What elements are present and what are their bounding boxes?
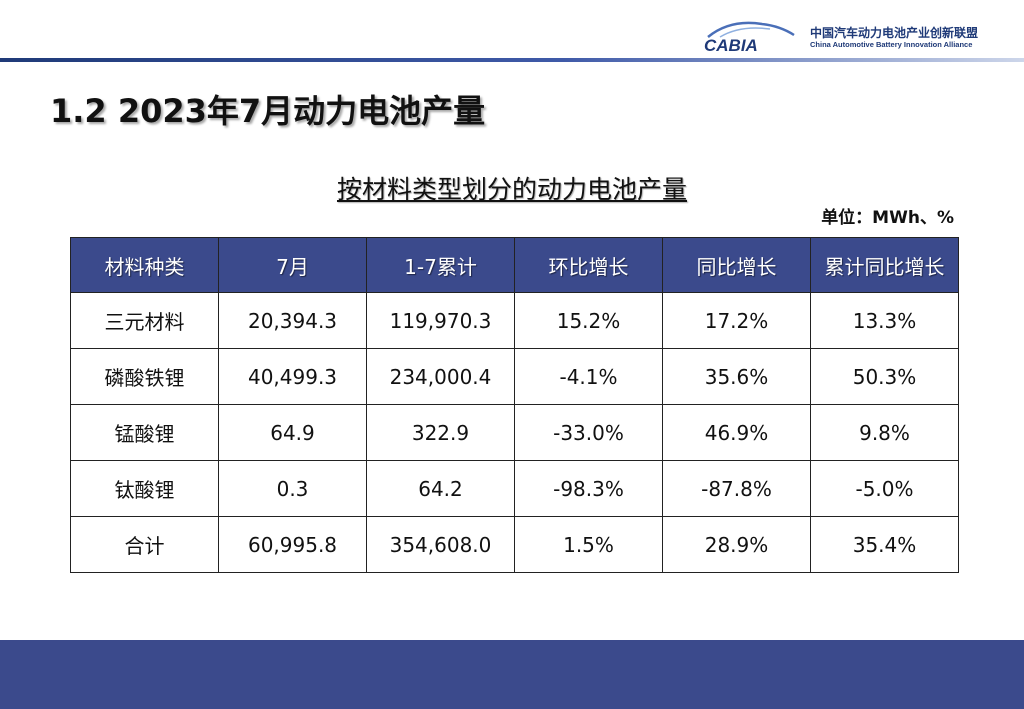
header-ytd: 1-7累计 [366,237,515,293]
cabia-logo: CABIA 中国汽车动力电池产业创新联盟 China Automotive Ba… [700,15,1020,55]
cell-mom: -33.0% [514,404,663,461]
cell-material: 磷酸铁锂 [70,348,219,405]
cell-mom: 1.5% [514,516,663,573]
header-july: 7月 [218,237,367,293]
cell-july: 40,499.3 [218,348,367,405]
cell-july: 0.3 [218,460,367,517]
logo-brand-text: CABIA [704,36,758,55]
table-row: 三元材料 20,394.3 119,970.3 15.2% 17.2% 13.3… [70,292,959,349]
cell-ytd-yoy: -5.0% [810,460,959,517]
logo-name-cn: 中国汽车动力电池产业创新联盟 [810,26,979,40]
table-row: 锰酸锂 64.9 322.9 -33.0% 46.9% 9.8% [70,404,959,461]
table-title: 按材料类型划分的动力电池产量 [0,170,1024,206]
cell-mom: 15.2% [514,292,663,349]
cell-july: 60,995.8 [218,516,367,573]
table-row: 磷酸铁锂 40,499.3 234,000.4 -4.1% 35.6% 50.3… [70,348,959,405]
cell-july: 64.9 [218,404,367,461]
cell-material: 合计 [70,516,219,573]
cell-yoy: 28.9% [662,516,811,573]
unit-label: 单位：MWh、% [821,208,954,228]
cell-ytd: 119,970.3 [366,292,515,349]
cabia-logo-icon: CABIA [704,21,795,55]
table-title-text: 按材料类型划分的动力电池产量 [336,175,687,204]
cell-material: 钛酸锂 [70,460,219,517]
cell-yoy: -87.8% [662,460,811,517]
cell-ytd-yoy: 50.3% [810,348,959,405]
page-title: 1.2 2023年7月动力电池产量 [50,92,486,130]
cell-material: 三元材料 [70,292,219,349]
cell-ytd: 354,608.0 [366,516,515,573]
cell-ytd: 322.9 [366,404,515,461]
cell-ytd: 234,000.4 [366,348,515,405]
cell-ytd-yoy: 35.4% [810,516,959,573]
header-ytd-yoy: 累计同比增长 [810,237,959,293]
cell-ytd-yoy: 13.3% [810,292,959,349]
table-row: 钛酸锂 0.3 64.2 -98.3% -87.8% -5.0% [70,460,959,517]
cell-yoy: 46.9% [662,404,811,461]
cell-mom: -4.1% [514,348,663,405]
table-header-row: 材料种类 7月 1-7累计 环比增长 同比增长 累计同比增长 [70,237,959,293]
cell-ytd: 64.2 [366,460,515,517]
footer-bar [0,640,1024,709]
cell-july: 20,394.3 [218,292,367,349]
cell-mom: -98.3% [514,460,663,517]
table-row-total: 合计 60,995.8 354,608.0 1.5% 28.9% 35.4% [70,516,959,573]
cell-ytd-yoy: 9.8% [810,404,959,461]
header-yoy: 同比增长 [662,237,811,293]
cell-material: 锰酸锂 [70,404,219,461]
production-table: 材料种类 7月 1-7累计 环比增长 同比增长 累计同比增长 三元材料 20,3… [70,237,959,573]
logo-name-en: China Automotive Battery Innovation Alli… [810,40,973,49]
header-mom: 环比增长 [514,237,663,293]
cell-yoy: 17.2% [662,292,811,349]
header-material: 材料种类 [70,237,219,293]
header-divider [0,58,1024,62]
cell-yoy: 35.6% [662,348,811,405]
